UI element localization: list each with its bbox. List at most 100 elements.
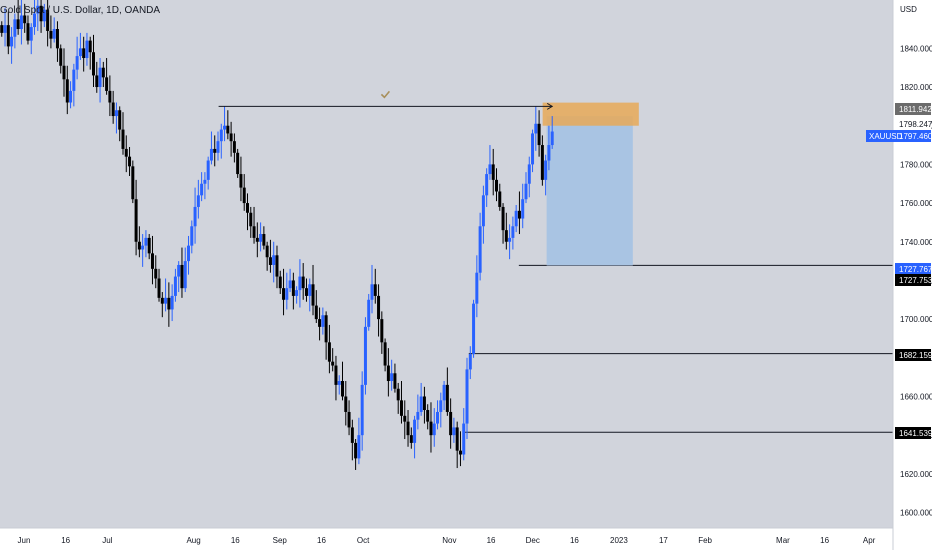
time-tick-label: Nov: [442, 536, 456, 545]
candle-body: [478, 226, 482, 273]
price-tag-label: 1797.460: [899, 132, 932, 141]
time-tick-label: Dec: [526, 536, 540, 545]
price-tag-label: 1727.753: [899, 276, 932, 285]
candle-body: [23, 15, 27, 24]
candle-body: [354, 442, 358, 459]
candle-body: [298, 276, 302, 291]
candle-body: [75, 56, 79, 70]
candle-body: [108, 90, 112, 103]
candle-body: [449, 411, 453, 436]
candle-body: [19, 15, 23, 30]
candle-body: [386, 365, 390, 382]
price-tag: [895, 263, 931, 275]
candle-body: [121, 129, 125, 149]
price-tick-label: 1760.000: [900, 199, 932, 208]
trend-arrow-icon: [546, 102, 554, 110]
candle-body: [272, 255, 276, 265]
candle-body: [111, 102, 115, 117]
candle-body: [59, 48, 63, 66]
candle-body: [275, 255, 279, 277]
candle-body: [209, 148, 213, 161]
candle-body: [131, 166, 135, 200]
time-tick-label: Jul: [102, 536, 112, 545]
candle-body: [69, 90, 73, 103]
price-tick-label: 1780.000: [900, 160, 932, 169]
candle-body: [485, 174, 489, 196]
time-tick-label: 2023: [610, 536, 628, 545]
currency-label: USD: [900, 5, 917, 14]
candle-body: [432, 423, 436, 436]
candle-body: [193, 206, 197, 227]
candle-body: [304, 288, 308, 296]
candle-body: [380, 319, 384, 343]
candle-body: [531, 133, 535, 165]
time-tick-label: 16: [820, 536, 829, 545]
time-tick-label: Apr: [863, 536, 876, 545]
candle-body: [229, 133, 233, 142]
candle-body: [92, 52, 95, 76]
time-tick-label: 17: [659, 536, 668, 545]
time-axis: Jun 16 Jul Aug 16 Sep 16 Oct Nov 16 Dec 16 2023 17 Feb…: [18, 536, 876, 545]
candle-body: [517, 210, 521, 219]
candle-body: [150, 253, 154, 269]
candle-body: [318, 319, 322, 327]
candle-body: [508, 237, 512, 242]
candle-body: [177, 264, 181, 277]
candle-body: [527, 164, 531, 184]
price-tick-label: 1840.000: [900, 44, 932, 53]
candle-body: [311, 284, 315, 306]
candle-body: [475, 272, 479, 304]
candle-body: [288, 280, 292, 289]
candle-body: [187, 245, 191, 262]
candle-body: [33, 13, 37, 28]
candle-body: [282, 288, 286, 300]
candle-body: [128, 156, 132, 167]
candle-body: [72, 69, 76, 91]
candle-body: [396, 388, 400, 401]
candle-body: [49, 30, 53, 39]
candle-body: [154, 268, 158, 279]
price-tag-label: 1811.942: [899, 105, 932, 114]
price-tick-label: 1740.000: [900, 238, 932, 247]
candle-body: [190, 226, 194, 246]
candle-body: [481, 195, 485, 227]
candle-body: [42, 9, 46, 22]
candle-body: [259, 234, 263, 242]
time-tick-label: Mar: [776, 536, 790, 545]
candle-body: [321, 315, 325, 327]
candle-body: [350, 427, 354, 443]
candle-body: [452, 427, 456, 436]
candle-body: [180, 264, 184, 289]
candle-body: [295, 290, 299, 296]
candle-body: [46, 9, 50, 31]
price-tick-label: 1820.000: [900, 83, 932, 92]
candle-body: [472, 303, 476, 354]
candle-body: [445, 384, 449, 412]
candle-body: [88, 40, 92, 53]
candle-body: [236, 152, 240, 175]
candle-body: [252, 226, 256, 238]
candle-body: [458, 450, 462, 455]
price-tag-label: 1641.539: [899, 429, 932, 438]
candle-body: [406, 421, 410, 436]
candle-body: [534, 123, 538, 134]
candle-body: [419, 396, 423, 412]
candle-body: [403, 415, 407, 422]
candle-body: [206, 160, 210, 180]
candle-body: [465, 369, 469, 424]
price-tick-label: 1600.000: [900, 509, 932, 518]
candle-body: [455, 427, 459, 451]
price-tag: [895, 427, 931, 439]
candle-body: [416, 411, 420, 420]
candle-body: [242, 187, 246, 204]
candle-body: [239, 174, 243, 188]
stop-zone: [542, 102, 639, 126]
candle-body: [124, 148, 128, 157]
candle-body: [16, 19, 20, 30]
candle-body: [285, 288, 289, 300]
candle-body: [101, 67, 105, 78]
candle-body: [370, 284, 374, 300]
candle-body: [409, 435, 413, 443]
